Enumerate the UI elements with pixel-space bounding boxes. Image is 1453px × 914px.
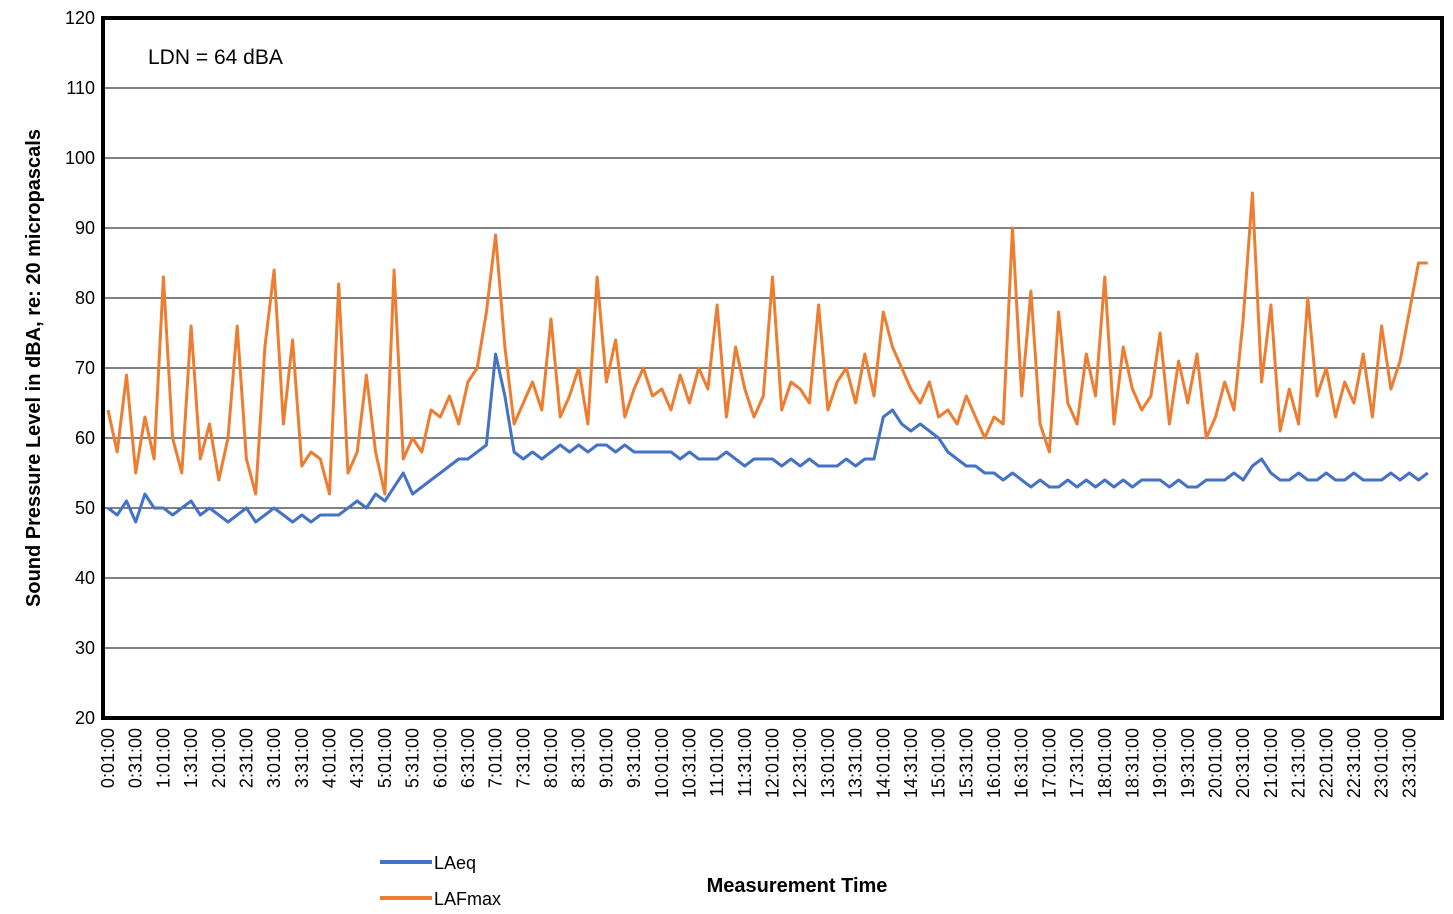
x-tick-label: 23:31:00 — [1399, 728, 1419, 798]
y-tick-label: 80 — [75, 288, 95, 308]
x-tick-label: 11:31:00 — [735, 728, 755, 797]
y-tick-label: 20 — [75, 708, 95, 728]
x-tick-label: 12:31:00 — [790, 728, 810, 798]
x-tick-label: 18:31:00 — [1122, 728, 1142, 798]
y-tick-label: 40 — [75, 568, 95, 588]
y-tick-label: 90 — [75, 218, 95, 238]
legend-label: LAeq — [434, 853, 476, 873]
x-tick-label: 3:01:00 — [264, 728, 284, 788]
x-tick-label: 1:31:00 — [181, 728, 201, 788]
x-tick-label: 6:01:00 — [430, 728, 450, 788]
series-line — [106, 191, 1428, 496]
x-tick-label: 0:01:00 — [98, 728, 118, 788]
x-tick-label: 8:01:00 — [541, 728, 561, 788]
y-tick-label: 50 — [75, 498, 95, 518]
y-tick-label: 30 — [75, 638, 95, 658]
x-tick-label: 21:01:00 — [1261, 728, 1281, 798]
x-tick-label: 6:31:00 — [458, 728, 478, 788]
plot-border — [101, 16, 1444, 720]
y-tick-label: 120 — [65, 8, 95, 28]
x-tick-label: 14:01:00 — [873, 728, 893, 798]
x-tick-label: 0:31:00 — [126, 728, 146, 788]
x-tick-label: 8:31:00 — [569, 728, 589, 788]
x-tick-label: 15:31:00 — [956, 728, 976, 798]
x-tick-label: 22:31:00 — [1344, 728, 1364, 798]
legend-label: LAFmax — [434, 889, 501, 909]
x-tick-label: 23:01:00 — [1372, 728, 1392, 798]
x-tick-label: 4:31:00 — [347, 728, 367, 788]
x-tick-label: 12:01:00 — [763, 728, 783, 798]
x-tick-label: 18:01:00 — [1095, 728, 1115, 798]
x-tick-label: 2:31:00 — [236, 728, 256, 788]
x-tick-label: 22:01:00 — [1316, 728, 1336, 798]
x-tick-label: 7:01:00 — [486, 728, 506, 788]
x-tick-label: 20:31:00 — [1233, 728, 1253, 798]
x-tick-label: 11:01:00 — [707, 728, 727, 797]
x-tick-label: 19:01:00 — [1150, 728, 1170, 798]
x-tick-label: 17:31:00 — [1067, 728, 1087, 798]
x-tick-label: 21:31:00 — [1289, 728, 1309, 798]
x-tick-label: 3:31:00 — [292, 728, 312, 788]
x-tick-label: 16:01:00 — [984, 728, 1004, 798]
x-axis-label: Measurement Time — [707, 875, 888, 897]
x-tick-label: 14:31:00 — [901, 728, 921, 798]
annotation: LDN = 64 dBA — [148, 46, 283, 69]
x-tick-label: 1:01:00 — [153, 728, 173, 788]
y-axis-label: Sound Pressure Level in dBA, re: 20 micr… — [23, 129, 45, 607]
x-tick-label: 5:31:00 — [403, 728, 423, 788]
y-tick-label: 100 — [65, 148, 95, 168]
series-line — [107, 352, 1429, 524]
x-tick-label: 16:31:00 — [1012, 728, 1032, 798]
x-tick-label: 4:01:00 — [320, 728, 340, 788]
x-tick-label: 9:31:00 — [624, 728, 644, 788]
x-tick-label: 19:31:00 — [1178, 728, 1198, 798]
x-tick-label: 5:01:00 — [375, 728, 395, 788]
x-tick-label: 2:01:00 — [209, 728, 229, 788]
x-tick-label: 13:31:00 — [846, 728, 866, 798]
x-tick-label: 15:01:00 — [929, 728, 949, 798]
y-tick-label: 60 — [75, 428, 95, 448]
y-tick-label: 110 — [66, 78, 95, 98]
x-tick-label: 20:01:00 — [1206, 728, 1226, 798]
x-tick-label: 10:01:00 — [652, 728, 672, 798]
x-tick-label: 10:31:00 — [679, 728, 699, 798]
x-tick-label: 13:01:00 — [818, 728, 838, 798]
y-tick-label: 70 — [75, 358, 95, 378]
x-tick-label: 7:31:00 — [513, 728, 533, 788]
x-tick-label: 17:01:00 — [1039, 728, 1059, 798]
x-tick-label: 9:01:00 — [596, 728, 616, 788]
